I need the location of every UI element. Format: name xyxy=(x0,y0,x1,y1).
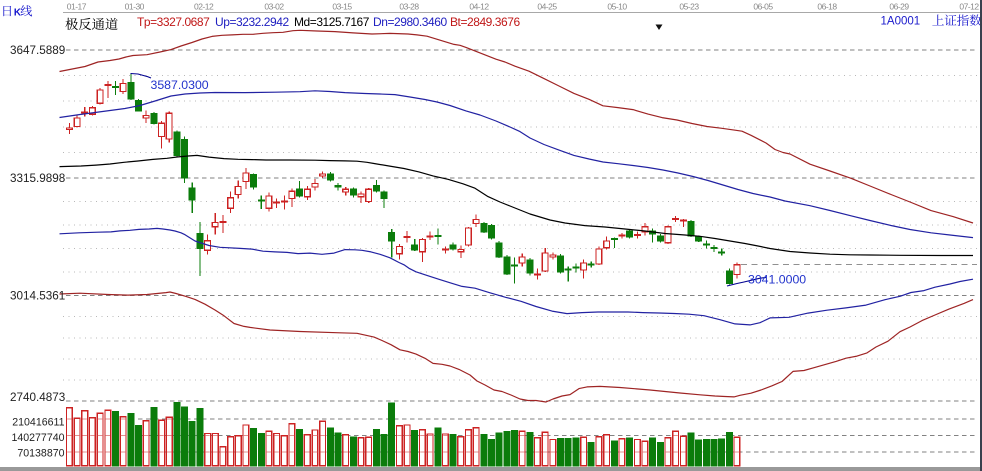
svg-text:3014.5361: 3014.5361 xyxy=(10,289,65,302)
svg-text:Md=3125.7167: Md=3125.7167 xyxy=(294,15,370,29)
svg-text:06-29: 06-29 xyxy=(889,2,909,12)
svg-text:07-12: 07-12 xyxy=(959,2,979,12)
svg-text:04-12: 04-12 xyxy=(469,2,489,12)
svg-text:06-18: 06-18 xyxy=(817,2,837,12)
svg-text:01-30: 01-30 xyxy=(125,2,145,12)
svg-text:05-10: 05-10 xyxy=(607,2,627,12)
svg-text:210416611: 210416611 xyxy=(12,416,64,428)
svg-text:140277740: 140277740 xyxy=(11,432,64,444)
svg-text:70138870: 70138870 xyxy=(17,448,64,460)
svg-text:K: K xyxy=(14,7,21,18)
svg-text:01-17: 01-17 xyxy=(67,2,87,12)
svg-text:1A0001: 1A0001 xyxy=(881,15,921,27)
svg-text:3315.9898: 3315.9898 xyxy=(10,172,65,185)
svg-text:02-12: 02-12 xyxy=(194,2,214,12)
svg-text:Bt=2849.3676: Bt=2849.3676 xyxy=(450,15,520,29)
svg-text:05-23: 05-23 xyxy=(679,2,699,12)
svg-text:06-05: 06-05 xyxy=(753,2,773,12)
svg-text:2740.4873: 2740.4873 xyxy=(10,391,65,404)
svg-text:3647.5889: 3647.5889 xyxy=(10,44,65,57)
svg-text:Up=3232.2942: Up=3232.2942 xyxy=(215,15,289,29)
svg-text:Dn=2980.3460: Dn=2980.3460 xyxy=(373,15,447,29)
svg-text:03-02: 03-02 xyxy=(264,2,284,12)
svg-text:3587.0300: 3587.0300 xyxy=(151,78,209,92)
svg-text:03-28: 03-28 xyxy=(399,2,419,12)
svg-text:Tp=3327.0687: Tp=3327.0687 xyxy=(137,15,210,29)
svg-text:04-25: 04-25 xyxy=(537,2,557,12)
svg-text:3041.0000: 3041.0000 xyxy=(748,273,806,287)
svg-text:03-15: 03-15 xyxy=(332,2,352,12)
